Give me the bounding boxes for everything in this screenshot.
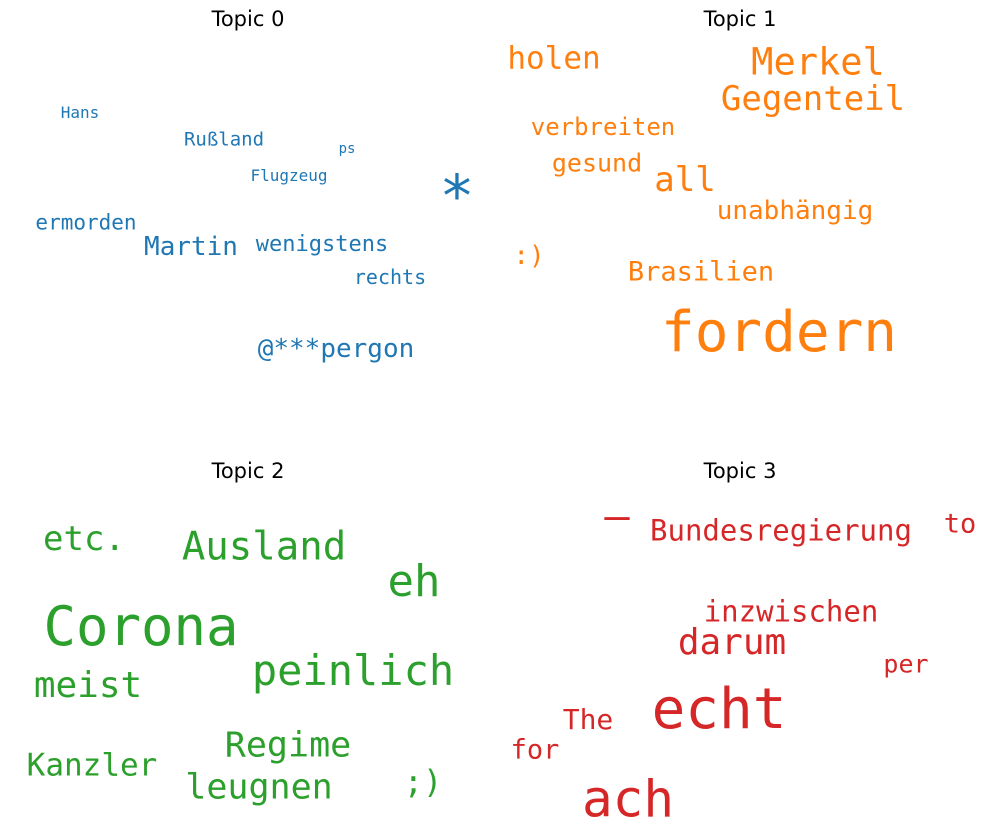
word: Brasilien — [627, 256, 775, 288]
word: The — [562, 703, 614, 736]
panel-title: Topic 1 — [703, 7, 777, 31]
word: Bundesregierung — [650, 513, 912, 548]
word: eh — [387, 556, 441, 607]
word: Flugzeug — [250, 166, 328, 185]
word: rechts — [353, 265, 427, 289]
panel-title: Topic 3 — [703, 459, 777, 483]
word: Merkel — [751, 40, 885, 84]
word: etc. — [43, 519, 125, 559]
word: meist — [33, 665, 143, 706]
word: verbreiten — [530, 113, 676, 141]
word: :) — [513, 241, 545, 271]
word: Rußland — [183, 128, 265, 151]
word: — — [604, 491, 630, 540]
word: darum — [677, 622, 787, 663]
word: Martin — [144, 232, 238, 262]
word: peinlich — [251, 646, 455, 695]
word: Regime — [224, 725, 352, 766]
word: for — [510, 734, 560, 766]
word: * — [439, 162, 475, 230]
word: all — [654, 160, 716, 200]
word: unabhängig — [716, 196, 874, 226]
word: echt — [651, 677, 787, 742]
word: Ausland — [181, 524, 347, 570]
word: Kanzler — [26, 747, 158, 784]
word: holen — [507, 40, 601, 77]
word: ermorden — [35, 210, 137, 235]
word: Corona — [43, 595, 239, 658]
word: ps — [338, 141, 356, 157]
word: inzwischen — [703, 594, 879, 629]
word: ;) — [403, 763, 443, 801]
word: per — [883, 649, 929, 679]
word: wenigstens — [255, 232, 389, 257]
word: gesund — [551, 148, 643, 178]
panel-title: Topic 0 — [211, 7, 285, 31]
word: Hans — [60, 103, 100, 122]
word: to — [943, 508, 977, 540]
word: ach — [581, 770, 675, 830]
word: fordern — [660, 300, 898, 365]
word: Gegenteil — [720, 79, 906, 119]
word: @***pergon — [257, 334, 415, 364]
word: leugnen — [185, 767, 333, 808]
panel-title: Topic 2 — [211, 459, 285, 483]
